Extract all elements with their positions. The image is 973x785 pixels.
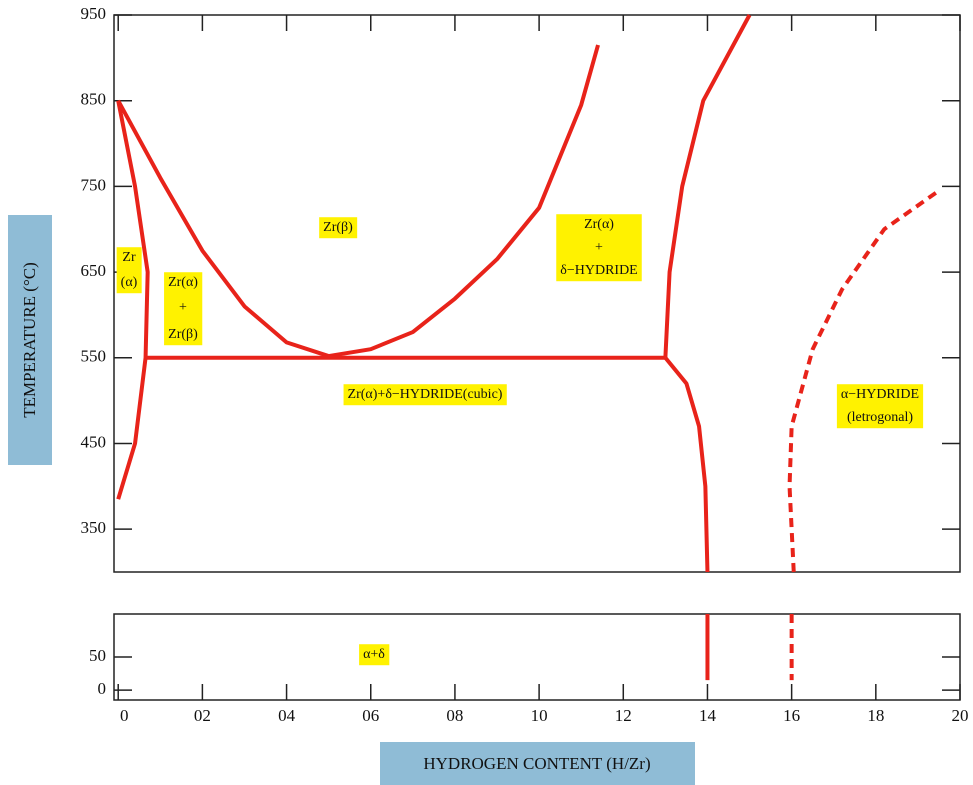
x-tick-label: 02 bbox=[194, 706, 211, 725]
y-tick-label: 850 bbox=[81, 90, 107, 109]
phase-boundary bbox=[787, 189, 941, 573]
y-tick-label: 650 bbox=[81, 261, 107, 280]
annotation-text: α−HYDRIDE bbox=[841, 387, 919, 402]
phase-boundary bbox=[116, 100, 150, 500]
annotation-text: Zr(β) bbox=[168, 327, 198, 342]
annotation: α−HYDRIDE (letrogonal) bbox=[836, 384, 924, 429]
annotation-bg bbox=[556, 214, 642, 282]
annotation-bg bbox=[164, 272, 203, 346]
y-tick-label: 950 bbox=[81, 4, 107, 23]
x-tick-label: 16 bbox=[783, 706, 800, 725]
annotation: Zr (α) bbox=[116, 247, 142, 294]
annotation-text: Zr(β) bbox=[323, 220, 353, 235]
annotation-bg bbox=[343, 384, 507, 406]
y-tick-label: 50 bbox=[89, 646, 106, 665]
x-tick-label: 18 bbox=[867, 706, 884, 725]
annotation-text: Zr(α) bbox=[584, 217, 614, 232]
annotation-bg bbox=[836, 384, 924, 429]
annotation-text: + bbox=[595, 240, 603, 255]
annotation-bg bbox=[116, 247, 142, 294]
plot-frame bbox=[113, 613, 961, 701]
annotation-bg bbox=[319, 217, 358, 239]
annotation-text: (α) bbox=[121, 275, 138, 290]
x-tick-label: 20 bbox=[952, 706, 969, 725]
y-label-bg bbox=[8, 215, 52, 465]
annotation-text: δ−HYDRIDE bbox=[560, 263, 638, 278]
y-tick-label: 750 bbox=[81, 175, 107, 194]
x-tick-label: 06 bbox=[362, 706, 379, 725]
y-tick-label: 550 bbox=[81, 347, 107, 366]
x-tick-label: 10 bbox=[531, 706, 548, 725]
x-tick-label: 12 bbox=[615, 706, 632, 725]
annotation-bg bbox=[359, 644, 390, 666]
annotation: Zr(α) + δ−HYDRIDE bbox=[556, 214, 642, 282]
x-tick-label: 08 bbox=[446, 706, 463, 725]
annotation-text: α+δ bbox=[363, 647, 385, 662]
x-tick-label: 0 bbox=[120, 706, 129, 725]
annotation-text: (letrogonal) bbox=[847, 410, 913, 425]
y-axis-label: TEMPERATURE (°C) bbox=[20, 262, 39, 418]
annotation: Zr(α)+δ−HYDRIDE(cubic) bbox=[343, 384, 507, 406]
y-tick-label: 350 bbox=[81, 518, 107, 537]
annotation-text: + bbox=[179, 300, 187, 315]
y-tick-label: 0 bbox=[98, 679, 107, 698]
plot-frame bbox=[113, 14, 961, 573]
x-label-bg bbox=[380, 742, 695, 785]
annotation: Zr(α) + Zr(β) bbox=[164, 272, 203, 346]
annotation: Zr(β) bbox=[319, 217, 358, 239]
phase-boundary bbox=[663, 14, 752, 358]
x-axis-label: HYDROGEN CONTENT (H/Zr) bbox=[423, 754, 650, 773]
phase-boundary bbox=[328, 44, 600, 359]
annotation-text: Zr(α) bbox=[168, 275, 198, 290]
phase-boundary bbox=[116, 99, 330, 358]
y-tick-label: 450 bbox=[81, 432, 107, 451]
annotation-text: Zr(α)+δ−HYDRIDE(cubic) bbox=[348, 387, 503, 402]
x-tick-label: 04 bbox=[278, 706, 296, 725]
annotation-text: Zr bbox=[122, 250, 136, 265]
x-tick-label: 14 bbox=[699, 706, 717, 725]
annotation: α+δ bbox=[359, 644, 390, 666]
phase-boundary bbox=[663, 356, 710, 573]
